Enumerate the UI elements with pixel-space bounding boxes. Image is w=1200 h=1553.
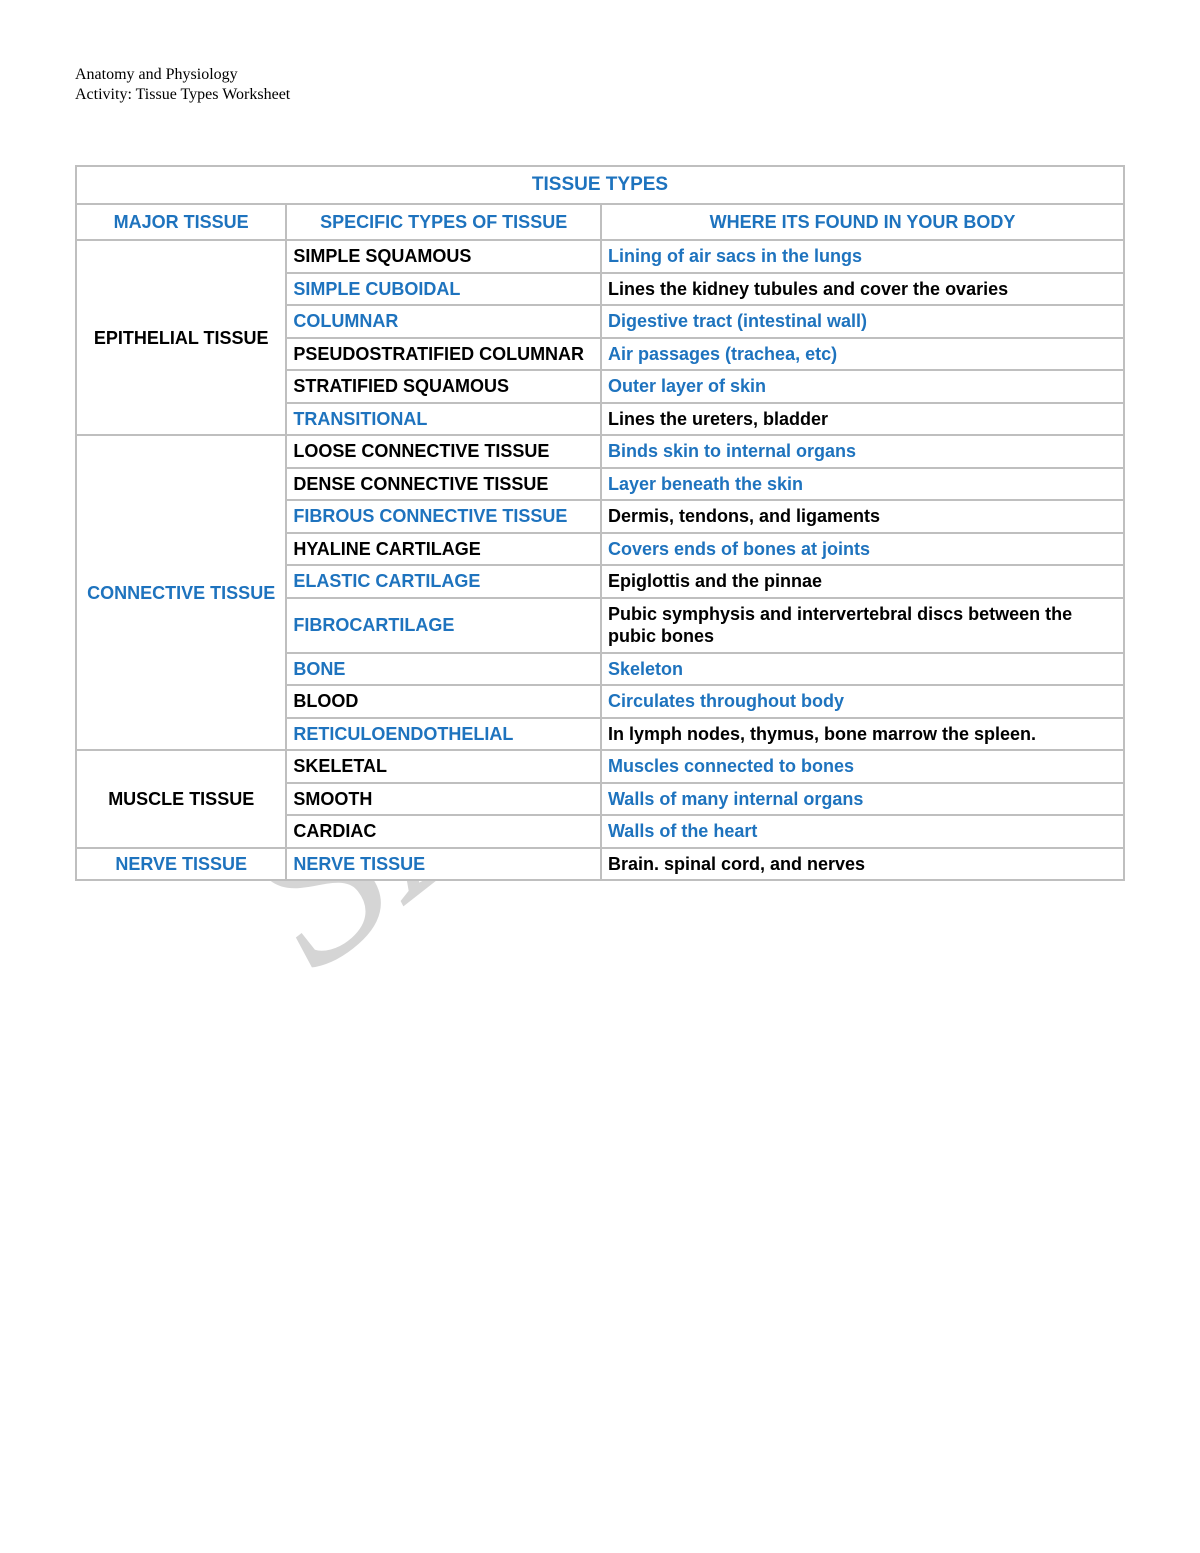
where-found-cell: Lining of air sacs in the lungs xyxy=(602,241,1123,272)
col-header-major: MAJOR TISSUE xyxy=(77,205,285,240)
header-line1: Anatomy and Physiology xyxy=(75,65,1125,85)
table-row: MUSCLE TISSUESKELETALMuscles connected t… xyxy=(77,751,1123,782)
specific-type-cell: PSEUDOSTRATIFIED COLUMNAR xyxy=(287,339,600,370)
where-found-cell: Lines the kidney tubules and cover the o… xyxy=(602,274,1123,305)
where-found-cell: Binds skin to internal organs xyxy=(602,436,1123,467)
specific-type-cell: LOOSE CONNECTIVE TISSUE xyxy=(287,436,600,467)
specific-type-cell: FIBROCARTILAGE xyxy=(287,599,600,652)
major-tissue-cell: NERVE TISSUE xyxy=(77,849,285,880)
specific-type-cell: FIBROUS CONNECTIVE TISSUE xyxy=(287,501,600,532)
specific-type-cell: RETICULOENDOTHELIAL xyxy=(287,719,600,750)
specific-type-cell: DENSE CONNECTIVE TISSUE xyxy=(287,469,600,500)
specific-type-cell: SKELETAL xyxy=(287,751,600,782)
specific-type-cell: STRATIFIED SQUAMOUS xyxy=(287,371,600,402)
specific-type-cell: SIMPLE CUBOIDAL xyxy=(287,274,600,305)
tissue-types-table: TISSUE TYPES MAJOR TISSUE SPECIFIC TYPES… xyxy=(75,165,1125,881)
page-container: Anatomy and Physiology Activity: Tissue … xyxy=(0,0,1200,881)
specific-type-cell: SMOOTH xyxy=(287,784,600,815)
where-found-cell: Walls of many internal organs xyxy=(602,784,1123,815)
col-header-where: WHERE ITS FOUND IN YOUR BODY xyxy=(602,205,1123,240)
specific-type-cell: HYALINE CARTILAGE xyxy=(287,534,600,565)
where-found-cell: Muscles connected to bones xyxy=(602,751,1123,782)
specific-type-cell: ELASTIC CARTILAGE xyxy=(287,566,600,597)
where-found-cell: Walls of the heart xyxy=(602,816,1123,847)
table-row: NERVE TISSUENERVE TISSUEBrain. spinal co… xyxy=(77,849,1123,880)
header-line2: Activity: Tissue Types Worksheet xyxy=(75,85,1125,105)
where-found-cell: Lines the ureters, bladder xyxy=(602,404,1123,435)
table-title: TISSUE TYPES xyxy=(77,167,1123,203)
where-found-cell: Covers ends of bones at joints xyxy=(602,534,1123,565)
where-found-cell: Circulates throughout body xyxy=(602,686,1123,717)
where-found-cell: Dermis, tendons, and ligaments xyxy=(602,501,1123,532)
table-title-row: TISSUE TYPES xyxy=(77,167,1123,203)
specific-type-cell: CARDIAC xyxy=(287,816,600,847)
specific-type-cell: BLOOD xyxy=(287,686,600,717)
page-header: Anatomy and Physiology Activity: Tissue … xyxy=(75,65,1125,105)
major-tissue-cell: MUSCLE TISSUE xyxy=(77,751,285,847)
where-found-cell: Outer layer of skin xyxy=(602,371,1123,402)
table-row: EPITHELIAL TISSUESIMPLE SQUAMOUSLining o… xyxy=(77,241,1123,272)
where-found-cell: Skeleton xyxy=(602,654,1123,685)
where-found-cell: In lymph nodes, thymus, bone marrow the … xyxy=(602,719,1123,750)
specific-type-cell: SIMPLE SQUAMOUS xyxy=(287,241,600,272)
table-header-row: MAJOR TISSUE SPECIFIC TYPES OF TISSUE WH… xyxy=(77,205,1123,240)
major-tissue-cell: EPITHELIAL TISSUE xyxy=(77,241,285,434)
where-found-cell: Pubic symphysis and intervertebral discs… xyxy=(602,599,1123,652)
where-found-cell: Brain. spinal cord, and nerves xyxy=(602,849,1123,880)
where-found-cell: Digestive tract (intestinal wall) xyxy=(602,306,1123,337)
major-tissue-cell: CONNECTIVE TISSUE xyxy=(77,436,285,749)
specific-type-cell: COLUMNAR xyxy=(287,306,600,337)
table-row: CONNECTIVE TISSUELOOSE CONNECTIVE TISSUE… xyxy=(77,436,1123,467)
specific-type-cell: BONE xyxy=(287,654,600,685)
where-found-cell: Layer beneath the skin xyxy=(602,469,1123,500)
specific-type-cell: NERVE TISSUE xyxy=(287,849,600,880)
where-found-cell: Epiglottis and the pinnae xyxy=(602,566,1123,597)
col-header-type: SPECIFIC TYPES OF TISSUE xyxy=(287,205,600,240)
where-found-cell: Air passages (trachea, etc) xyxy=(602,339,1123,370)
table-body: EPITHELIAL TISSUESIMPLE SQUAMOUSLining o… xyxy=(77,241,1123,879)
specific-type-cell: TRANSITIONAL xyxy=(287,404,600,435)
